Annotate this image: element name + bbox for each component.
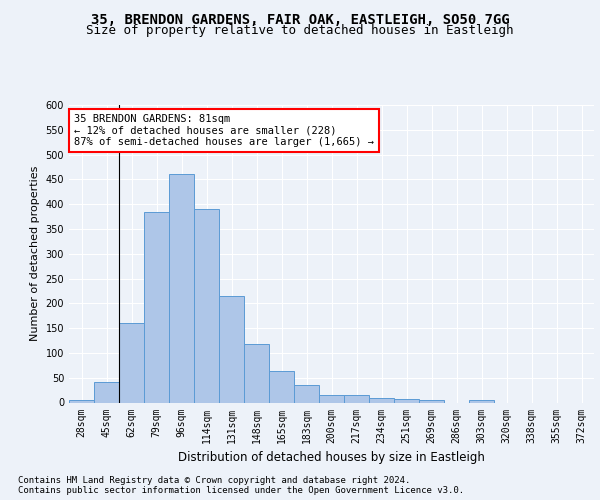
Text: 35 BRENDON GARDENS: 81sqm
← 12% of detached houses are smaller (228)
87% of semi: 35 BRENDON GARDENS: 81sqm ← 12% of detac… xyxy=(74,114,374,147)
Text: Contains HM Land Registry data © Crown copyright and database right 2024.
Contai: Contains HM Land Registry data © Crown c… xyxy=(18,476,464,495)
Bar xyxy=(394,399,419,402)
Bar xyxy=(294,385,319,402)
Bar xyxy=(419,400,444,402)
Bar xyxy=(344,395,369,402)
X-axis label: Distribution of detached houses by size in Eastleigh: Distribution of detached houses by size … xyxy=(178,451,485,464)
Y-axis label: Number of detached properties: Number of detached properties xyxy=(30,166,40,342)
Bar xyxy=(169,174,194,402)
Bar xyxy=(469,400,494,402)
Bar xyxy=(94,382,119,402)
Bar xyxy=(319,395,344,402)
Bar xyxy=(369,398,394,402)
Text: 35, BRENDON GARDENS, FAIR OAK, EASTLEIGH, SO50 7GG: 35, BRENDON GARDENS, FAIR OAK, EASTLEIGH… xyxy=(91,12,509,26)
Bar xyxy=(144,212,169,402)
Bar xyxy=(269,372,294,402)
Bar xyxy=(219,296,244,403)
Bar xyxy=(244,344,269,403)
Bar xyxy=(69,400,94,402)
Text: Size of property relative to detached houses in Eastleigh: Size of property relative to detached ho… xyxy=(86,24,514,37)
Bar xyxy=(119,323,144,402)
Bar xyxy=(194,209,219,402)
